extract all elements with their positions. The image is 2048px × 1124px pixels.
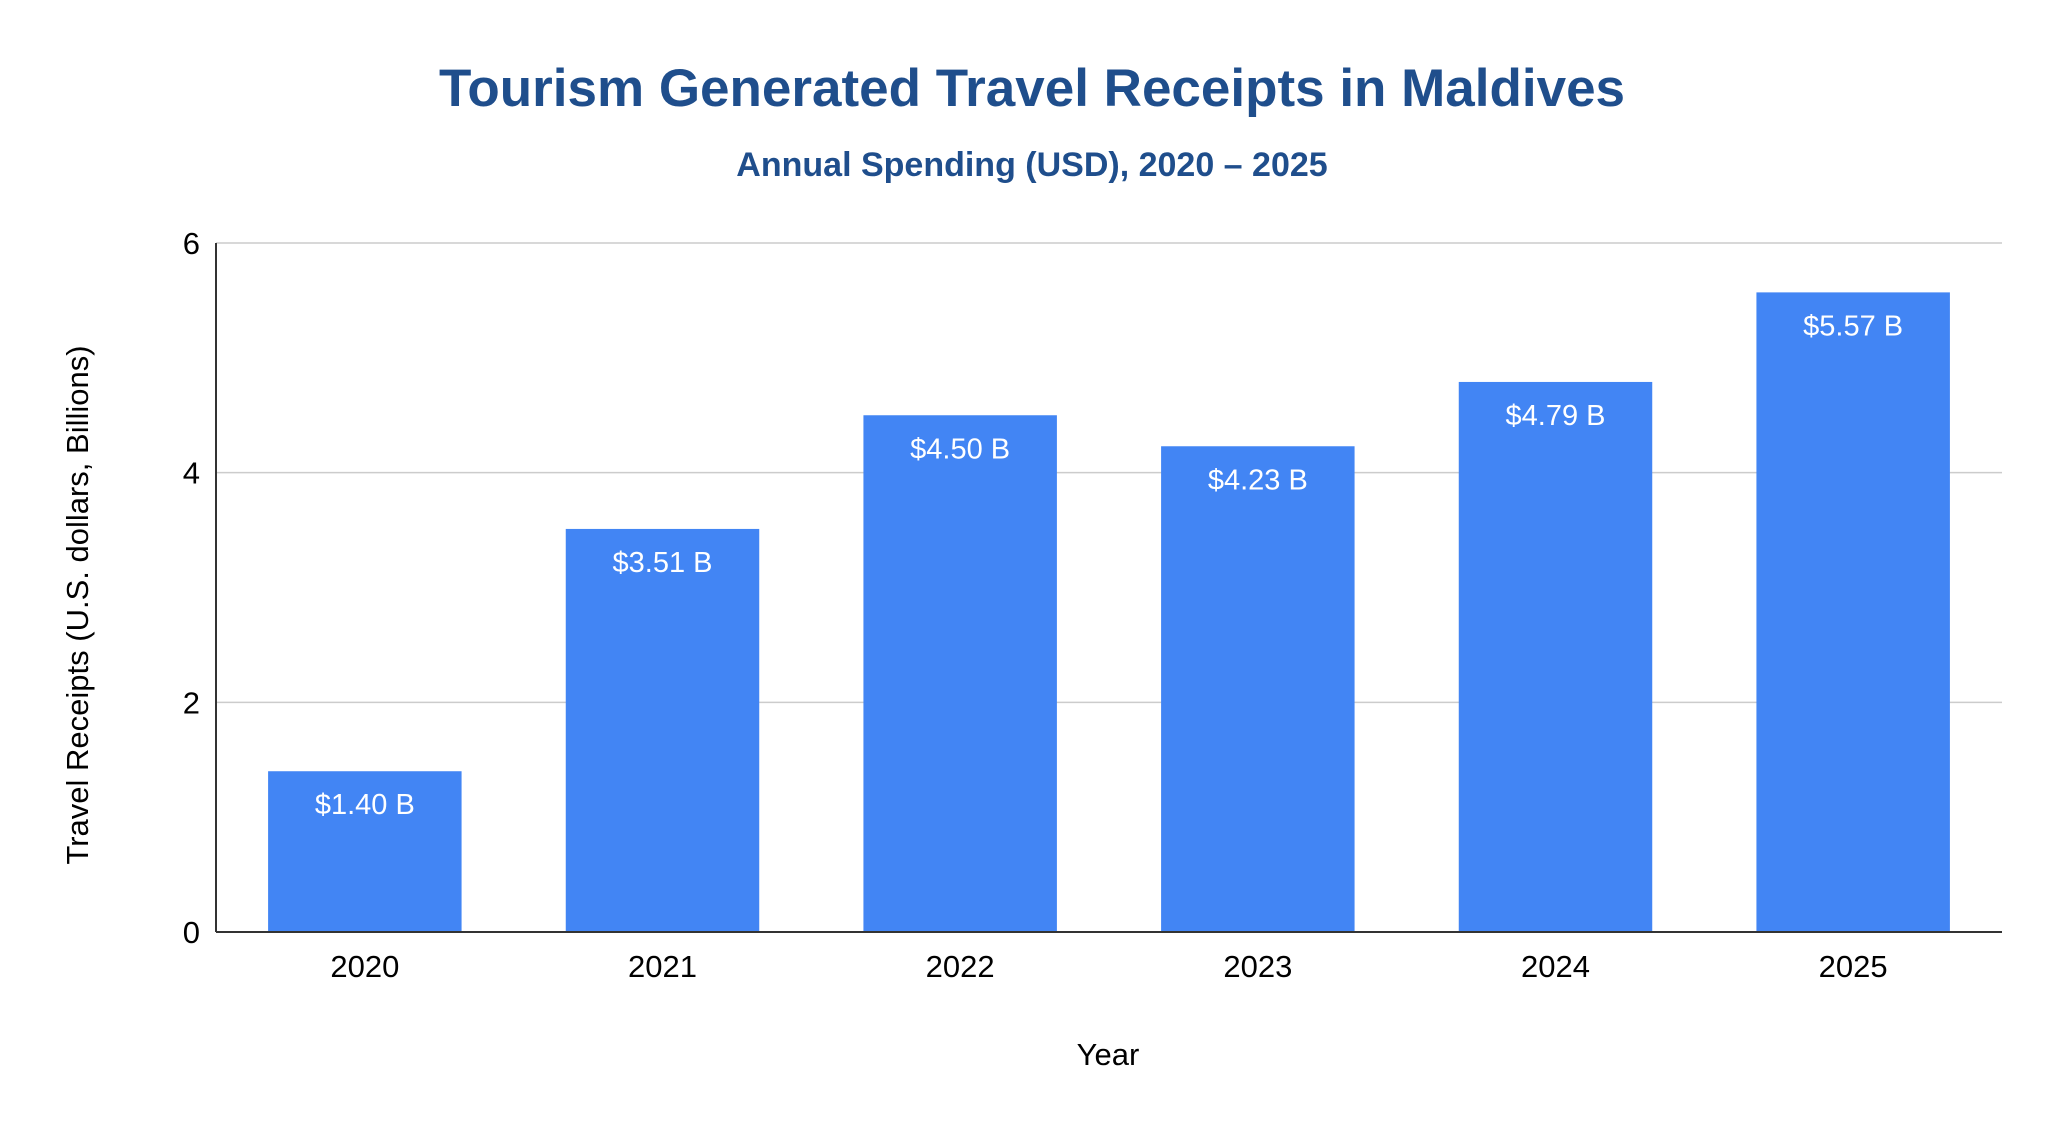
x-tick-label: 2024 xyxy=(1521,949,1590,984)
y-tick-label: 6 xyxy=(183,226,200,261)
gridlines xyxy=(216,242,2002,704)
bar-2020 xyxy=(268,771,462,932)
data-label: $4.79 B xyxy=(1506,400,1606,432)
chart-subtitle: Annual Spending (USD), 2020 – 2025 xyxy=(736,146,1327,184)
x-tick-label: 2025 xyxy=(1819,949,1888,984)
y-tick-label: 2 xyxy=(183,685,200,720)
data-label: $5.57 B xyxy=(1803,310,1903,342)
bar-2025 xyxy=(1756,292,1950,933)
y-axis-title: Travel Receipts (U.S. dollars, Billions) xyxy=(60,345,95,864)
data-label: $4.50 B xyxy=(910,433,1010,465)
bar-2022 xyxy=(863,415,1057,932)
data-label: $3.51 B xyxy=(613,547,713,579)
x-axis-title: Year xyxy=(1077,1037,1140,1072)
data-label: $4.23 B xyxy=(1208,464,1308,496)
y-tick-label: 4 xyxy=(183,456,200,491)
axes xyxy=(215,243,2002,933)
bar-2023 xyxy=(1161,446,1355,932)
y-tick-label: 0 xyxy=(183,915,200,950)
x-tick-label: 2021 xyxy=(628,949,697,984)
data-label: $1.40 B xyxy=(315,789,415,821)
bar-2024 xyxy=(1458,381,1653,932)
chart-title: Tourism Generated Travel Receipts in Mal… xyxy=(439,59,1625,118)
bars xyxy=(268,292,1950,933)
data-labels: $1.40 B $3.51 B $4.50 B $4.23 B $4.79 B $5.57… xyxy=(315,310,1903,821)
tick-labels: 0 2 4 6 2020 2021 2022 2023 2024 2025 xyxy=(183,226,1888,984)
x-tick-label: 2023 xyxy=(1223,949,1292,984)
x-tick-label: 2020 xyxy=(330,949,399,984)
x-tick-label: 2022 xyxy=(926,949,995,984)
bar-2021 xyxy=(565,528,760,932)
